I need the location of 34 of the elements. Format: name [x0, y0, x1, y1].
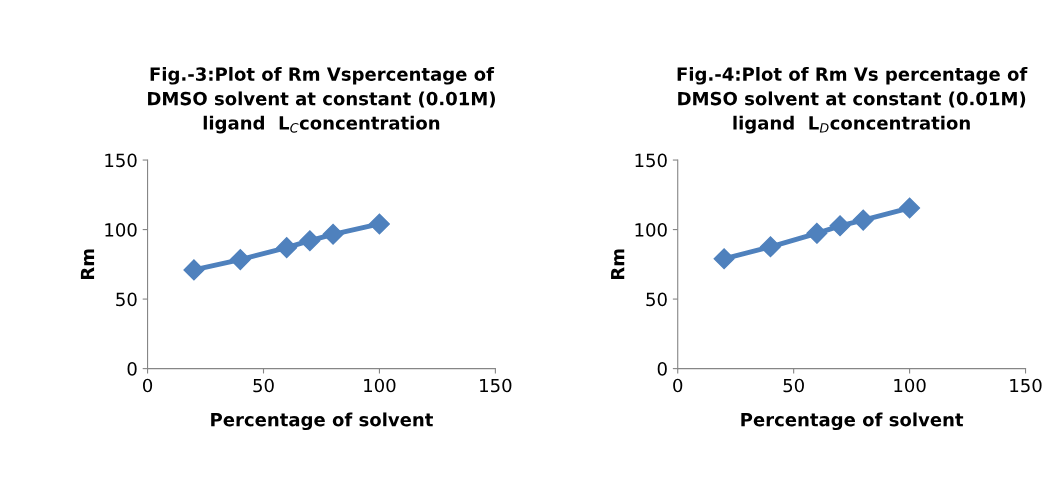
x-tick-label: 0 — [673, 378, 683, 393]
point — [276, 237, 298, 259]
chart-title: Fig.-3:Plot of Rm Vspercentage of DMSO solvent at constant (0.01M) ligand L$_{C}$concentration — [148, 66, 495, 134]
y-tick-label: 100 — [635, 223, 667, 237]
y-tick-label: 50 — [116, 292, 137, 307]
y-tick-label: 0 — [657, 362, 667, 376]
y-axis-title: Rm — [611, 249, 625, 280]
point — [299, 230, 321, 252]
y-tick-label: 150 — [635, 153, 667, 168]
point — [229, 249, 251, 271]
y-tick-label: 0 — [127, 362, 137, 376]
x-axis-title: Percentage of solvent — [741, 412, 964, 431]
point — [806, 222, 828, 244]
x-tick-label: 150 — [480, 378, 512, 393]
point — [899, 197, 921, 219]
x-axis-title: Percentage of solvent — [211, 412, 433, 431]
y-tick-label: 50 — [646, 292, 667, 307]
x-tick-label: 150 — [1010, 378, 1042, 393]
point — [322, 223, 344, 245]
point — [829, 215, 851, 237]
x-tick-label: 0 — [143, 378, 153, 393]
x-tick-label: 100 — [364, 378, 396, 393]
x-tick-label: 50 — [783, 378, 804, 393]
point — [368, 213, 390, 235]
chart-title: Fig.-4:Plot of Rm Vs percentage of DMSO solvent at constant (0.01M) ligand L$_{D}$concentration — [677, 66, 1028, 134]
x-tick-label: 100 — [894, 378, 926, 393]
point — [852, 209, 874, 231]
x-tick-label: 50 — [253, 378, 274, 393]
point — [183, 259, 205, 281]
point — [759, 236, 781, 258]
y-axis-title: Rm — [80, 249, 95, 280]
y-tick-label: 150 — [105, 153, 137, 168]
point — [713, 248, 735, 270]
y-tick-label: 100 — [105, 223, 137, 237]
